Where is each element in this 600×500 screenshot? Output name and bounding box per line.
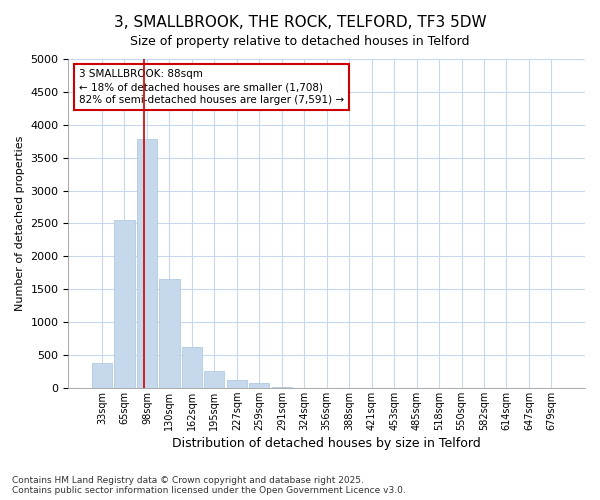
Bar — [137, 139, 157, 388]
Bar — [115, 220, 134, 388]
X-axis label: Distribution of detached houses by size in Telford: Distribution of detached houses by size … — [172, 437, 481, 450]
Text: Size of property relative to detached houses in Telford: Size of property relative to detached ho… — [130, 35, 470, 48]
Y-axis label: Number of detached properties: Number of detached properties — [15, 136, 25, 311]
Bar — [204, 372, 224, 388]
Bar — [159, 280, 179, 388]
Text: 3, SMALLBROOK, THE ROCK, TELFORD, TF3 5DW: 3, SMALLBROOK, THE ROCK, TELFORD, TF3 5D… — [113, 15, 487, 30]
Bar — [92, 363, 112, 388]
Bar — [227, 380, 247, 388]
Bar — [249, 383, 269, 388]
Text: Contains HM Land Registry data © Crown copyright and database right 2025.
Contai: Contains HM Land Registry data © Crown c… — [12, 476, 406, 495]
Text: 3 SMALLBROOK: 88sqm
← 18% of detached houses are smaller (1,708)
82% of semi-det: 3 SMALLBROOK: 88sqm ← 18% of detached ho… — [79, 69, 344, 106]
Bar — [182, 347, 202, 388]
